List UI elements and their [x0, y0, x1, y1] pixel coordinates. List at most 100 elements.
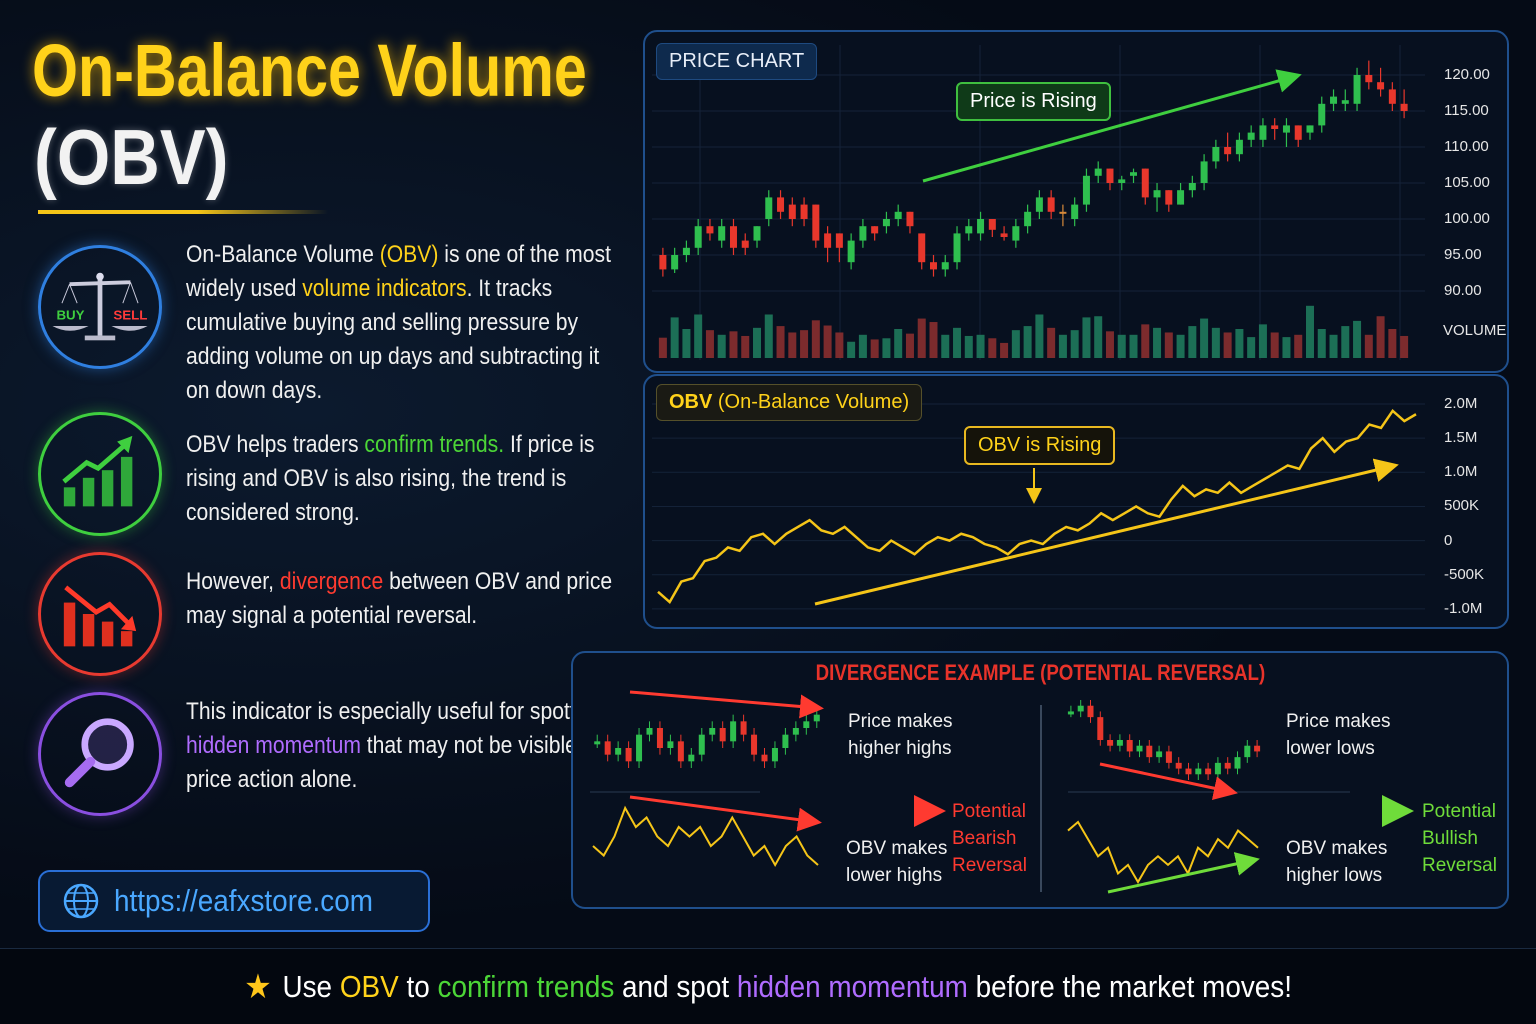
candle-body: [1082, 175, 1090, 205]
candle-body: [988, 219, 996, 230]
website-url[interactable]: https://eafxstore.com: [114, 883, 373, 918]
bullish-result-text: Potential Bullish Reversal: [1422, 798, 1497, 879]
highlight-text: confirm trends: [437, 968, 615, 1004]
candle-body: [1118, 179, 1126, 183]
text-segment: . It tracks cumulative buying and sellin…: [186, 275, 600, 404]
obv-tick-label: -1.0M: [1444, 599, 1483, 617]
candle-body: [1282, 125, 1290, 133]
text-line: OBV makes: [846, 838, 948, 859]
bullish-price-text: Price makes lower lows: [1286, 708, 1391, 762]
volume-bar: [1070, 330, 1079, 358]
bearish-obv-text: OBV makes lower highs: [846, 835, 947, 889]
volume-bar: [1294, 334, 1303, 358]
candle-body: [1306, 125, 1314, 133]
volume-bar: [1223, 332, 1232, 358]
volume-bar: [1176, 334, 1185, 358]
obv-label-rest: (On-Balance Volume): [712, 391, 910, 413]
page-title: On-Balance Volume: [32, 29, 587, 112]
sell-label: SELL: [113, 307, 147, 322]
text-segment: to: [398, 968, 438, 1004]
text-segment: that may not be visible in price action …: [186, 732, 600, 793]
price-chart-label: PRICE CHART: [656, 43, 818, 80]
paragraph-divergence: However, divergence between OBV and pric…: [186, 565, 626, 633]
candle-body: [812, 204, 820, 241]
candle-body: [1188, 183, 1196, 191]
candle-body: [1047, 197, 1055, 212]
candle-body: [788, 204, 796, 219]
volume-bar: [894, 329, 903, 358]
volume-bar: [917, 318, 926, 358]
volume-bar: [705, 330, 714, 358]
volume-bar: [976, 334, 985, 358]
volume-bar: [1105, 331, 1114, 358]
candle-body: [1106, 168, 1114, 183]
candle-body: [718, 226, 726, 241]
candle-body: [1318, 103, 1326, 126]
title-underline: [38, 210, 328, 214]
volume-bar: [1094, 316, 1103, 358]
volume-bar: [964, 335, 973, 358]
paragraph-hidden-momentum: This indicator is especially useful for …: [186, 695, 626, 797]
volume-bar: [1388, 329, 1397, 358]
chart-up-icon: [38, 412, 162, 536]
volume-bar: [741, 335, 750, 358]
candle-body: [882, 219, 890, 227]
candle-body: [1400, 103, 1408, 111]
price-tick-label: 95.00: [1444, 246, 1482, 263]
star-icon: ★: [244, 967, 272, 1006]
volume-bar: [905, 333, 914, 358]
volume-bar: [1329, 334, 1338, 358]
text-line: Bullish: [1422, 828, 1478, 849]
volume-bar: [988, 338, 997, 358]
volume-bar: [800, 330, 809, 358]
buy-label: BUY: [56, 307, 84, 322]
paragraph-definition: On-Balance Volume (OBV) is one of the mo…: [186, 238, 626, 408]
text-line: Potential: [952, 801, 1026, 822]
candle-body: [765, 197, 773, 219]
volume-bar: [788, 332, 797, 358]
volume-bar: [1211, 327, 1220, 358]
price-rising-annotation: Price is Rising: [956, 82, 1111, 121]
volume-bar: [1235, 329, 1244, 358]
candle-body: [1341, 100, 1349, 104]
volume-bar: [835, 332, 844, 358]
volume-bar: [1035, 314, 1044, 358]
candle-body: [1353, 75, 1361, 104]
text-segment: If price is rising and OBV is also risin…: [186, 431, 595, 526]
text-segment: between OBV and price may signal a poten…: [186, 568, 613, 629]
page-subtitle: (OBV): [34, 113, 229, 201]
text-line: Reversal: [952, 855, 1027, 876]
candle-body: [1153, 190, 1161, 198]
volume-bar: [1376, 316, 1385, 358]
candle-body: [694, 226, 702, 248]
candle-body: [1094, 168, 1102, 176]
text-line: lower highs: [846, 865, 943, 886]
obv-tick-label: -500K: [1444, 565, 1485, 583]
candle-body: [800, 204, 808, 219]
volume-bar: [717, 334, 726, 358]
volume-bar: [1341, 326, 1350, 358]
volume-bar: [1000, 342, 1009, 358]
candle-body: [1259, 125, 1267, 140]
volume-bar: [858, 334, 867, 358]
highlight-text: confirm trends.: [364, 431, 505, 458]
website-link[interactable]: https://eafxstore.com: [38, 870, 430, 932]
volume-bar: [1247, 337, 1256, 358]
candle-body: [741, 240, 749, 248]
candle-body: [953, 233, 961, 263]
candle-body: [918, 233, 926, 263]
candle-body: [977, 219, 985, 234]
obv-label-bold: OBV: [669, 391, 713, 413]
candle-body: [1130, 172, 1138, 176]
volume-bar: [1353, 320, 1362, 358]
candle-body: [941, 262, 949, 270]
highlight-text: (OBV): [379, 241, 439, 268]
candle-body: [1271, 125, 1279, 129]
highlight-text: OBV: [339, 968, 399, 1004]
magnifier-icon: [38, 692, 162, 816]
highlight-text: hidden momentum: [186, 732, 361, 759]
candle-body: [659, 255, 667, 270]
price-tick-label: 115.00: [1444, 102, 1489, 119]
candle-body: [929, 262, 937, 270]
candle-body: [835, 233, 843, 248]
